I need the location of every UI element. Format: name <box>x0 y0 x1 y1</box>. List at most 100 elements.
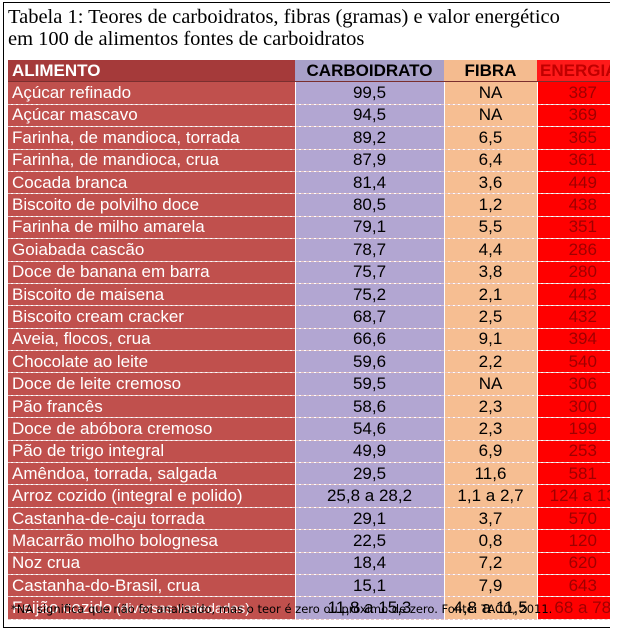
table-row: Amêndoa, torrada, salgada 29,5 11,6 581 <box>8 462 610 486</box>
table-row: Pão de trigo integral 49,9 6,9 253 <box>8 440 610 464</box>
table-row: Biscoito cream cracker 68,7 2,5 432 <box>8 305 610 329</box>
document-frame: Tabela 1: Teores de carboidratos, fibras… <box>3 2 610 628</box>
cell-fibra: 3,6 <box>444 171 538 195</box>
alimento-name-suffix: (diversas variedades) <box>112 600 250 617</box>
alimento-name: Açúcar mascavo <box>12 105 138 125</box>
alimento-name: Biscoito de polvilho doce <box>12 195 200 215</box>
alimento-name: Amêndoa, torrada, salgada <box>12 463 218 483</box>
cell-energia: 365 <box>537 126 610 150</box>
cell-fibra: 2,3 <box>444 395 538 419</box>
table-row: Farinha de milho amarela 79,1 5,5 351 <box>8 216 610 240</box>
alimento-name: Biscoito de maisena <box>12 284 165 304</box>
alimento-name: Farinha, de mandioca, torrada <box>12 127 240 147</box>
table-row: Macarrão molho bolognesa 22,5 0,8 120 <box>8 529 610 553</box>
cell-carboidrato: 58,6 <box>295 395 445 419</box>
table-row: Goiabada cascão 78,7 4,4 286 <box>8 238 610 262</box>
cell-carboidrato: 87,9 <box>295 149 445 172</box>
header-row: ALIMENTO CARBOIDRATO FIBRA ENERGIA <box>8 60 610 83</box>
cell-alimento: Goiabada cascão <box>8 238 296 262</box>
cell-fibra: 9,1 <box>444 328 538 352</box>
cell-carboidrato: 79,1 <box>295 216 445 240</box>
cell-carboidrato: 75,7 <box>295 261 445 284</box>
cell-fibra: 6,9 <box>444 440 538 464</box>
cell-carboidrato: 49,9 <box>295 440 445 464</box>
alimento-name: Farinha, de mandioca, crua <box>12 150 219 170</box>
caption-line-1: Tabela 1: Teores de carboidratos, fibras… <box>8 6 560 28</box>
table-row: Aveia, flocos, crua 66,6 9,1 394 <box>8 328 610 352</box>
cell-alimento: Farinha, de mandioca, crua <box>8 149 296 172</box>
cell-energia: 620 <box>537 552 610 575</box>
alimento-name: Castanha-de-caju torrada <box>12 508 205 528</box>
cell-alimento: Cocada branca <box>8 171 296 195</box>
cell-energia: 643 <box>537 574 610 598</box>
alimento-name: Doce de abóbora cremoso <box>12 418 213 438</box>
cell-carboidrato: 11,8 a 15,3 <box>295 596 445 620</box>
table-caption: Tabela 1: Teores de carboidratos, fibras… <box>4 3 610 58</box>
cell-carboidrato: 80,5 <box>295 193 445 217</box>
cell-fibra: 0,8 <box>444 529 538 553</box>
cell-fibra: NA <box>444 372 538 396</box>
alimento-name: Chocolate ao leite <box>12 351 149 371</box>
cell-alimento: Açúcar mascavo <box>8 104 296 128</box>
cell-fibra: 1,1 a 2,7 <box>444 484 538 508</box>
cell-alimento: Pão francês <box>8 395 296 419</box>
cell-energia: 286 <box>537 238 610 262</box>
table-row: Farinha, de mandioca, crua 87,9 6,4 361 <box>8 149 610 172</box>
cell-energia: 124 a 13 <box>537 484 610 508</box>
cell-energia: 199 <box>537 417 610 441</box>
cell-carboidrato: 68,7 <box>295 305 445 329</box>
header-alimento: ALIMENTO <box>8 60 295 83</box>
table-row: Cocada branca 81,4 3,6 449 <box>8 171 610 195</box>
cell-carboidrato: 94,5 <box>295 104 445 128</box>
cell-alimento: Doce de abóbora cremoso <box>8 417 296 441</box>
alimento-name: Biscoito cream cracker <box>12 306 184 326</box>
table-row: Castanha-de-caju torrada 29,1 3,7 570 <box>8 507 610 531</box>
cell-energia: 369 <box>537 104 610 128</box>
cell-alimento: Biscoito cream cracker <box>8 305 296 329</box>
cell-alimento: Castanha-de-caju torrada <box>8 507 296 531</box>
cell-energia: 443 <box>537 283 610 307</box>
cell-energia: 387 <box>537 81 610 105</box>
table-row: Doce de banana em barra 75,7 3,8 280 <box>8 261 610 284</box>
alimento-name: Feijão cozido <box>12 598 113 618</box>
nutrition-table: ALIMENTO CARBOIDRATO FIBRA ENERGIA Açúca… <box>8 60 610 620</box>
table-row: Castanha-do-Brasil, crua 15,1 7,9 643 <box>8 574 610 598</box>
cell-carboidrato: 99,5 <box>295 81 445 105</box>
alimento-name: Farinha de milho amarela <box>12 217 205 237</box>
alimento-name: Aveia, flocos, crua <box>12 329 151 349</box>
cell-carboidrato: 29,1 <box>295 507 445 531</box>
cell-energia: 449 <box>537 171 610 195</box>
cell-fibra: NA <box>444 104 538 128</box>
cell-alimento: Biscoito de polvilho doce <box>8 193 296 217</box>
cell-carboidrato: 25,8 a 28,2 <box>295 484 445 508</box>
cell-fibra: 4,4 <box>444 238 538 262</box>
alimento-name: Cocada branca <box>12 172 128 192</box>
cell-fibra: 4,8 a 11,5 <box>444 596 538 620</box>
cell-energia: 361 <box>537 149 610 172</box>
cell-alimento: Feijão cozido (diversas variedades) <box>8 596 296 620</box>
alimento-name: Pão francês <box>12 396 103 416</box>
cell-fibra: 3,7 <box>444 507 538 531</box>
cell-alimento: Arroz cozido (integral e polido) <box>8 484 296 508</box>
table-row: Feijão cozido (diversas variedades) 11,8 … <box>8 596 610 620</box>
cell-energia: 438 <box>537 193 610 217</box>
table-row: Açúcar refinado 99,5 NA 387 <box>8 81 610 105</box>
cell-carboidrato: 59,5 <box>295 372 445 396</box>
cell-alimento: Amêndoa, torrada, salgada <box>8 462 296 486</box>
cell-carboidrato: 81,4 <box>295 171 445 195</box>
cell-carboidrato: 29,5 <box>295 462 445 486</box>
alimento-name: Noz crua <box>12 553 81 573</box>
cell-fibra: 6,5 <box>444 126 538 150</box>
cell-fibra: 6,4 <box>444 149 538 172</box>
cell-fibra: 3,8 <box>444 261 538 284</box>
header-carboidrato: CARBOIDRATO <box>295 60 444 83</box>
cell-energia: 351 <box>537 216 610 240</box>
table-row: Arroz cozido (integral e polido) 25,8 a 2… <box>8 484 610 508</box>
cell-fibra: 7,9 <box>444 574 538 598</box>
cell-carboidrato: 22,5 <box>295 529 445 553</box>
cell-carboidrato: 54,6 <box>295 417 445 441</box>
cell-fibra: 2,1 <box>444 283 538 307</box>
cell-energia: 120 <box>537 529 610 553</box>
cell-fibra: 1,2 <box>444 193 538 217</box>
table-row: Biscoito de polvilho doce 80,5 1,2 438 <box>8 193 610 217</box>
